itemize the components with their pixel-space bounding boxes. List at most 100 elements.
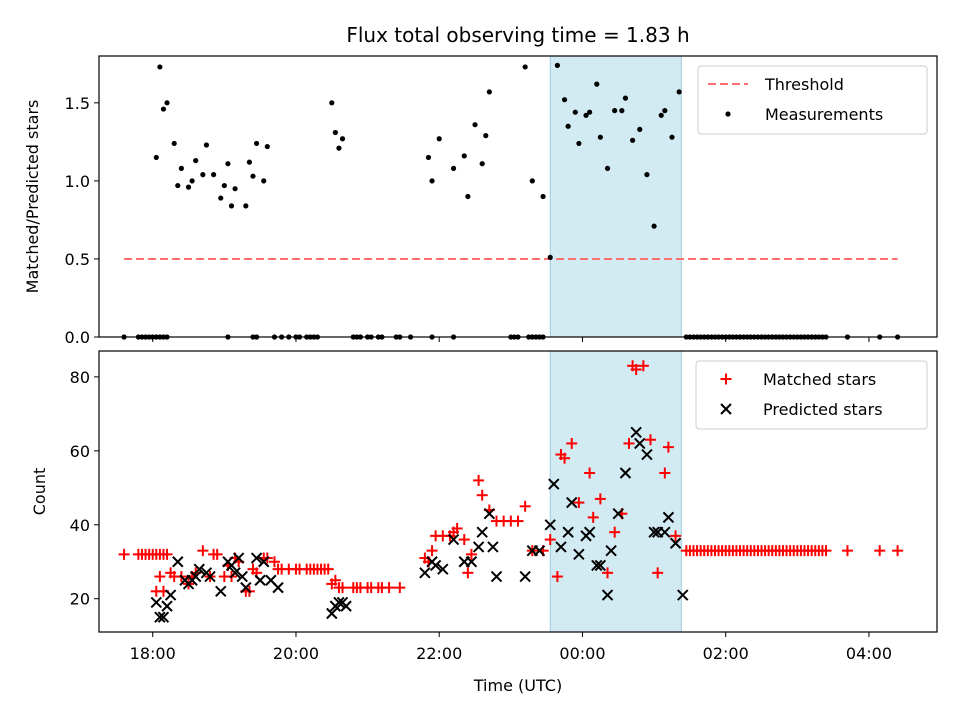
measurement-point	[522, 64, 528, 70]
predicted-star-point	[236, 570, 248, 583]
predicted-star-point	[204, 570, 216, 583]
measurement-point	[221, 182, 227, 189]
y-tick-label: 80	[70, 368, 90, 387]
matched-stars-points	[118, 360, 904, 597]
measurement-point	[261, 178, 267, 184]
matched-star-point	[670, 530, 682, 542]
predicted-star-point	[487, 541, 499, 553]
measurement-point	[218, 195, 224, 201]
matched-star-point	[329, 574, 341, 586]
measurement-point	[157, 64, 163, 70]
measurement-point	[547, 254, 553, 260]
y-tick-label: 0.0	[65, 328, 90, 347]
measurement-point	[210, 172, 217, 178]
predicted-star-point	[483, 507, 496, 520]
matched-star-point	[473, 474, 485, 486]
predicted-star-point	[476, 526, 488, 538]
measurement-point	[193, 157, 199, 164]
measurement-point	[465, 193, 471, 200]
predicted-star-point	[562, 526, 574, 538]
predicted-star-point	[533, 544, 546, 557]
matched-star-point	[559, 452, 571, 464]
x-tick-label: 20:00	[273, 644, 319, 663]
matched-star-point	[322, 563, 334, 575]
matched-star-point	[476, 489, 488, 501]
measurement-point	[228, 203, 235, 209]
matched-star-point	[211, 548, 223, 560]
predicted-star-point	[472, 541, 485, 553]
observing-window-shade-bottom	[549, 350, 682, 633]
matched-star-point	[566, 437, 578, 449]
matched-star-point	[662, 441, 674, 453]
measurement-point	[243, 203, 249, 209]
matched-star-point	[394, 582, 406, 594]
measurement-point	[554, 62, 560, 68]
predicted-star-point	[544, 519, 556, 531]
measurement-point	[676, 89, 682, 95]
matched-star-point	[465, 548, 477, 560]
measurement-point	[540, 193, 546, 200]
measurement-point	[651, 223, 657, 229]
matched-star-point	[337, 582, 349, 594]
predicted-star-point	[669, 537, 682, 549]
matched-star-point	[623, 437, 635, 449]
y-tick-label: 1.0	[65, 172, 90, 191]
measurement-point	[164, 100, 170, 106]
measurement-point	[565, 123, 571, 129]
predicted-star-point	[419, 567, 431, 579]
measurement-point	[189, 178, 195, 184]
measurement-point	[629, 137, 636, 143]
measurement-point	[175, 182, 181, 189]
measurement-point	[329, 100, 335, 106]
top-axes-frame	[98, 55, 938, 338]
measurement-point	[529, 178, 535, 184]
predicted-star-point	[591, 559, 603, 572]
measurement-point	[644, 172, 650, 178]
measurement-point	[583, 112, 589, 118]
x-tick-label: 00:00	[559, 644, 605, 663]
x-tick-label: 04:00	[846, 644, 892, 663]
bottom-x-ticks: 18:00 20:00 22:00 00:00 02:00 04:00	[130, 632, 892, 663]
predicted-star-point	[612, 507, 624, 520]
top-panel: 0.0 0.5 1.0 1.5 Matched/Predicted stars Thr…	[23, 55, 938, 347]
measurement-point	[622, 95, 629, 101]
bottom-axes-frame	[98, 350, 938, 633]
matched-star-point	[118, 548, 130, 560]
matched-star-point	[645, 434, 657, 446]
observing-window-band	[549, 350, 682, 633]
predicted-star-point	[272, 581, 284, 594]
predicted-star-point	[258, 556, 270, 568]
measurement-point	[203, 142, 210, 148]
predicted-star-point	[605, 544, 617, 557]
matched-star-point	[512, 515, 524, 527]
top-y-ticks: 0.0 0.5 1.0 1.5	[65, 94, 99, 347]
predicted-star-point	[250, 552, 263, 564]
predicted-star-point	[648, 526, 660, 538]
predicted-star-point	[193, 563, 205, 575]
y-tick-label: 1.5	[65, 94, 90, 113]
matched-star-point	[197, 545, 209, 557]
measurement-point	[232, 186, 238, 192]
measurement-point	[669, 134, 675, 140]
matched-star-point	[519, 500, 531, 512]
legend-label-measurements: Measurements	[765, 105, 883, 124]
matched-star-point	[820, 545, 832, 557]
predicted-star-point	[161, 600, 173, 612]
matched-star-point	[594, 493, 606, 505]
predicted-star-point	[172, 556, 184, 568]
measurement-point	[594, 81, 600, 87]
predicted-star-point	[573, 548, 585, 561]
measurement-point	[429, 178, 435, 184]
predicted-star-point	[465, 556, 478, 568]
predicted-star-point	[326, 607, 338, 620]
measurement-point	[436, 136, 442, 142]
y-tick-label: 60	[70, 442, 90, 461]
predicted-star-point	[429, 559, 442, 572]
predicted-star-point	[490, 570, 503, 583]
bottom-y-axis-label: Count	[30, 468, 49, 516]
matched-star-point	[161, 548, 173, 560]
predicted-star-point	[215, 585, 227, 598]
measurement-point	[604, 165, 611, 171]
